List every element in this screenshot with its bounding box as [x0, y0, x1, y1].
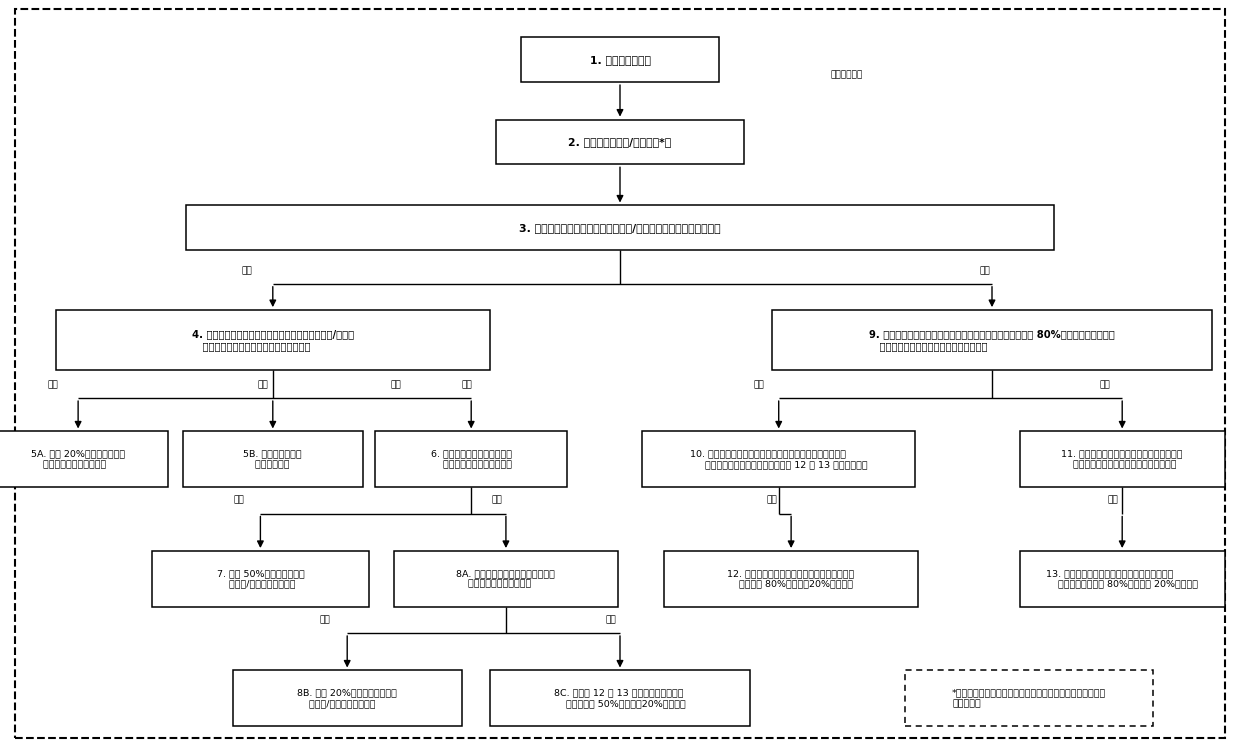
Bar — [905, 671, 1153, 726]
Text: 8A. 是否每一暴露源都具备可利用的
    信息能描述其暴露特征？: 8A. 是否每一暴露源都具备可利用的 信息能描述其暴露特征？ — [456, 569, 556, 589]
Text: 是。: 是。 — [980, 266, 991, 275]
Text: 5A. 使用 20%的参考剂量（或
    起算点不确定性系数）。: 5A. 使用 20%的参考剂量（或 起算点不确定性系数）。 — [31, 450, 125, 469]
Text: 7. 使用 50%的参考剂量（或
    起算点/不确定性系数）。: 7. 使用 50%的参考剂量（或 起算点/不确定性系数）。 — [217, 569, 304, 589]
Bar — [1019, 551, 1225, 607]
Text: 否。: 否。 — [1100, 380, 1111, 389]
Text: 10. 描述暴露、不确定性、毒性相关信息、排放控制和其他
     管理决策信息。根据情况，按照框 12 或 13 进行计算。。: 10. 描述暴露、不确定性、毒性相关信息、排放控制和其他 管理决策信息。根据情况… — [689, 450, 868, 469]
Text: 是。: 是。 — [605, 615, 616, 624]
Bar — [771, 310, 1213, 370]
Text: 是。: 是。 — [461, 380, 472, 389]
Text: 1. 确定关注人群。: 1. 确定关注人群。 — [589, 55, 651, 65]
Text: 13. 使用百分数法分配参考剂量（或起算点不确
    定性系数），包括 80%的上限和 20%的下限。: 13. 使用百分数法分配参考剂量（或起算点不确 定性系数），包括 80%的上限和… — [1047, 569, 1198, 589]
Text: 否。: 否。 — [391, 380, 402, 389]
Bar — [186, 205, 1054, 250]
Text: 4. 是否有充足的物理化学性质信息、归属和迁移和/或一般
   信息用于描述相关来源暴露的可能性？。: 4. 是否有充足的物理化学性质信息、归属和迁移和/或一般 信息用于描述相关来源暴… — [192, 329, 353, 350]
Bar — [233, 671, 463, 726]
Text: 8B. 使用 20%的参考剂量（或。
    起算点/不确定性系数）。: 8B. 使用 20%的参考剂量（或。 起算点/不确定性系数）。 — [298, 689, 397, 708]
Text: 是。: 是。 — [1107, 495, 1118, 505]
Text: *除饮水之外的其他暴露，包括海鱼水产品、摄入、吸入或皮
肤暴露。。: *除饮水之外的其他暴露，包括海鱼水产品、摄入、吸入或皮 肤暴露。。 — [952, 689, 1106, 708]
Text: 11. 需要制定基准的污染物质是否有一种以上
    的管理方式（即基准、标准、指南）？。: 11. 需要制定基准的污染物质是否有一种以上 的管理方式（即基准、标准、指南）？… — [1061, 450, 1183, 469]
Text: 是。: 是。 — [754, 380, 765, 389]
Bar — [151, 551, 370, 607]
Text: 2. 确定相关暴露源/暴露途径*。: 2. 确定相关暴露源/暴露途径*。 — [568, 137, 672, 147]
Text: 否。: 否。 — [47, 380, 58, 389]
Text: 问题的形成。: 问题的形成。 — [831, 70, 863, 79]
Text: 否。: 否。 — [766, 495, 777, 505]
Bar — [665, 551, 918, 607]
Text: 否。: 否。 — [233, 495, 244, 505]
Text: 5B. 收集更多信息并
    进行审查。。: 5B. 收集更多信息并 进行审查。。 — [243, 450, 303, 469]
Bar — [490, 671, 750, 726]
Bar — [0, 431, 169, 487]
Text: 3. 是否有充足的数据描述相关暴露源/暴露途径的趋势和范围值？。: 3. 是否有充足的数据描述相关暴露源/暴露途径的趋势和范围值？。 — [520, 223, 720, 233]
Text: 否。: 否。 — [320, 615, 331, 624]
Bar — [374, 431, 567, 487]
Text: 或。: 或。 — [258, 380, 269, 389]
Bar — [184, 431, 362, 487]
Bar — [521, 37, 719, 82]
Bar — [1019, 431, 1225, 487]
Bar — [394, 551, 618, 607]
Text: 9. 多重暴露源（多个或单个）的暴露水平是否接近（刚超过 80%上限）、等于或超过
   参考剂量（或起算点不确定性系数）？。: 9. 多重暴露源（多个或单个）的暴露水平是否接近（刚超过 80%上限）、等于或超… — [869, 329, 1115, 350]
Bar — [642, 431, 915, 487]
Text: 否。: 否。 — [242, 266, 253, 275]
Bar — [56, 310, 490, 370]
Bar — [496, 120, 744, 164]
Text: 是。: 是。 — [491, 495, 502, 505]
Text: 8C. 按照框 12 或 13 中的描述进行比例。
    分配，使用 50%的上限和20%的下限。: 8C. 按照框 12 或 13 中的描述进行比例。 分配，使用 50%的上限和2… — [554, 689, 686, 708]
Text: 12. 使用扣除法排除关注来源以外的其他来源摄
    入，包括 80%的上限和20%的下限。: 12. 使用扣除法排除关注来源以外的其他来源摄 入，包括 80%的上限和20%的… — [728, 569, 854, 589]
Text: 6. 除了相关源以外，是否有显
    著存在或潜在的用途来源？: 6. 除了相关源以外，是否有显 著存在或潜在的用途来源？ — [430, 450, 512, 469]
